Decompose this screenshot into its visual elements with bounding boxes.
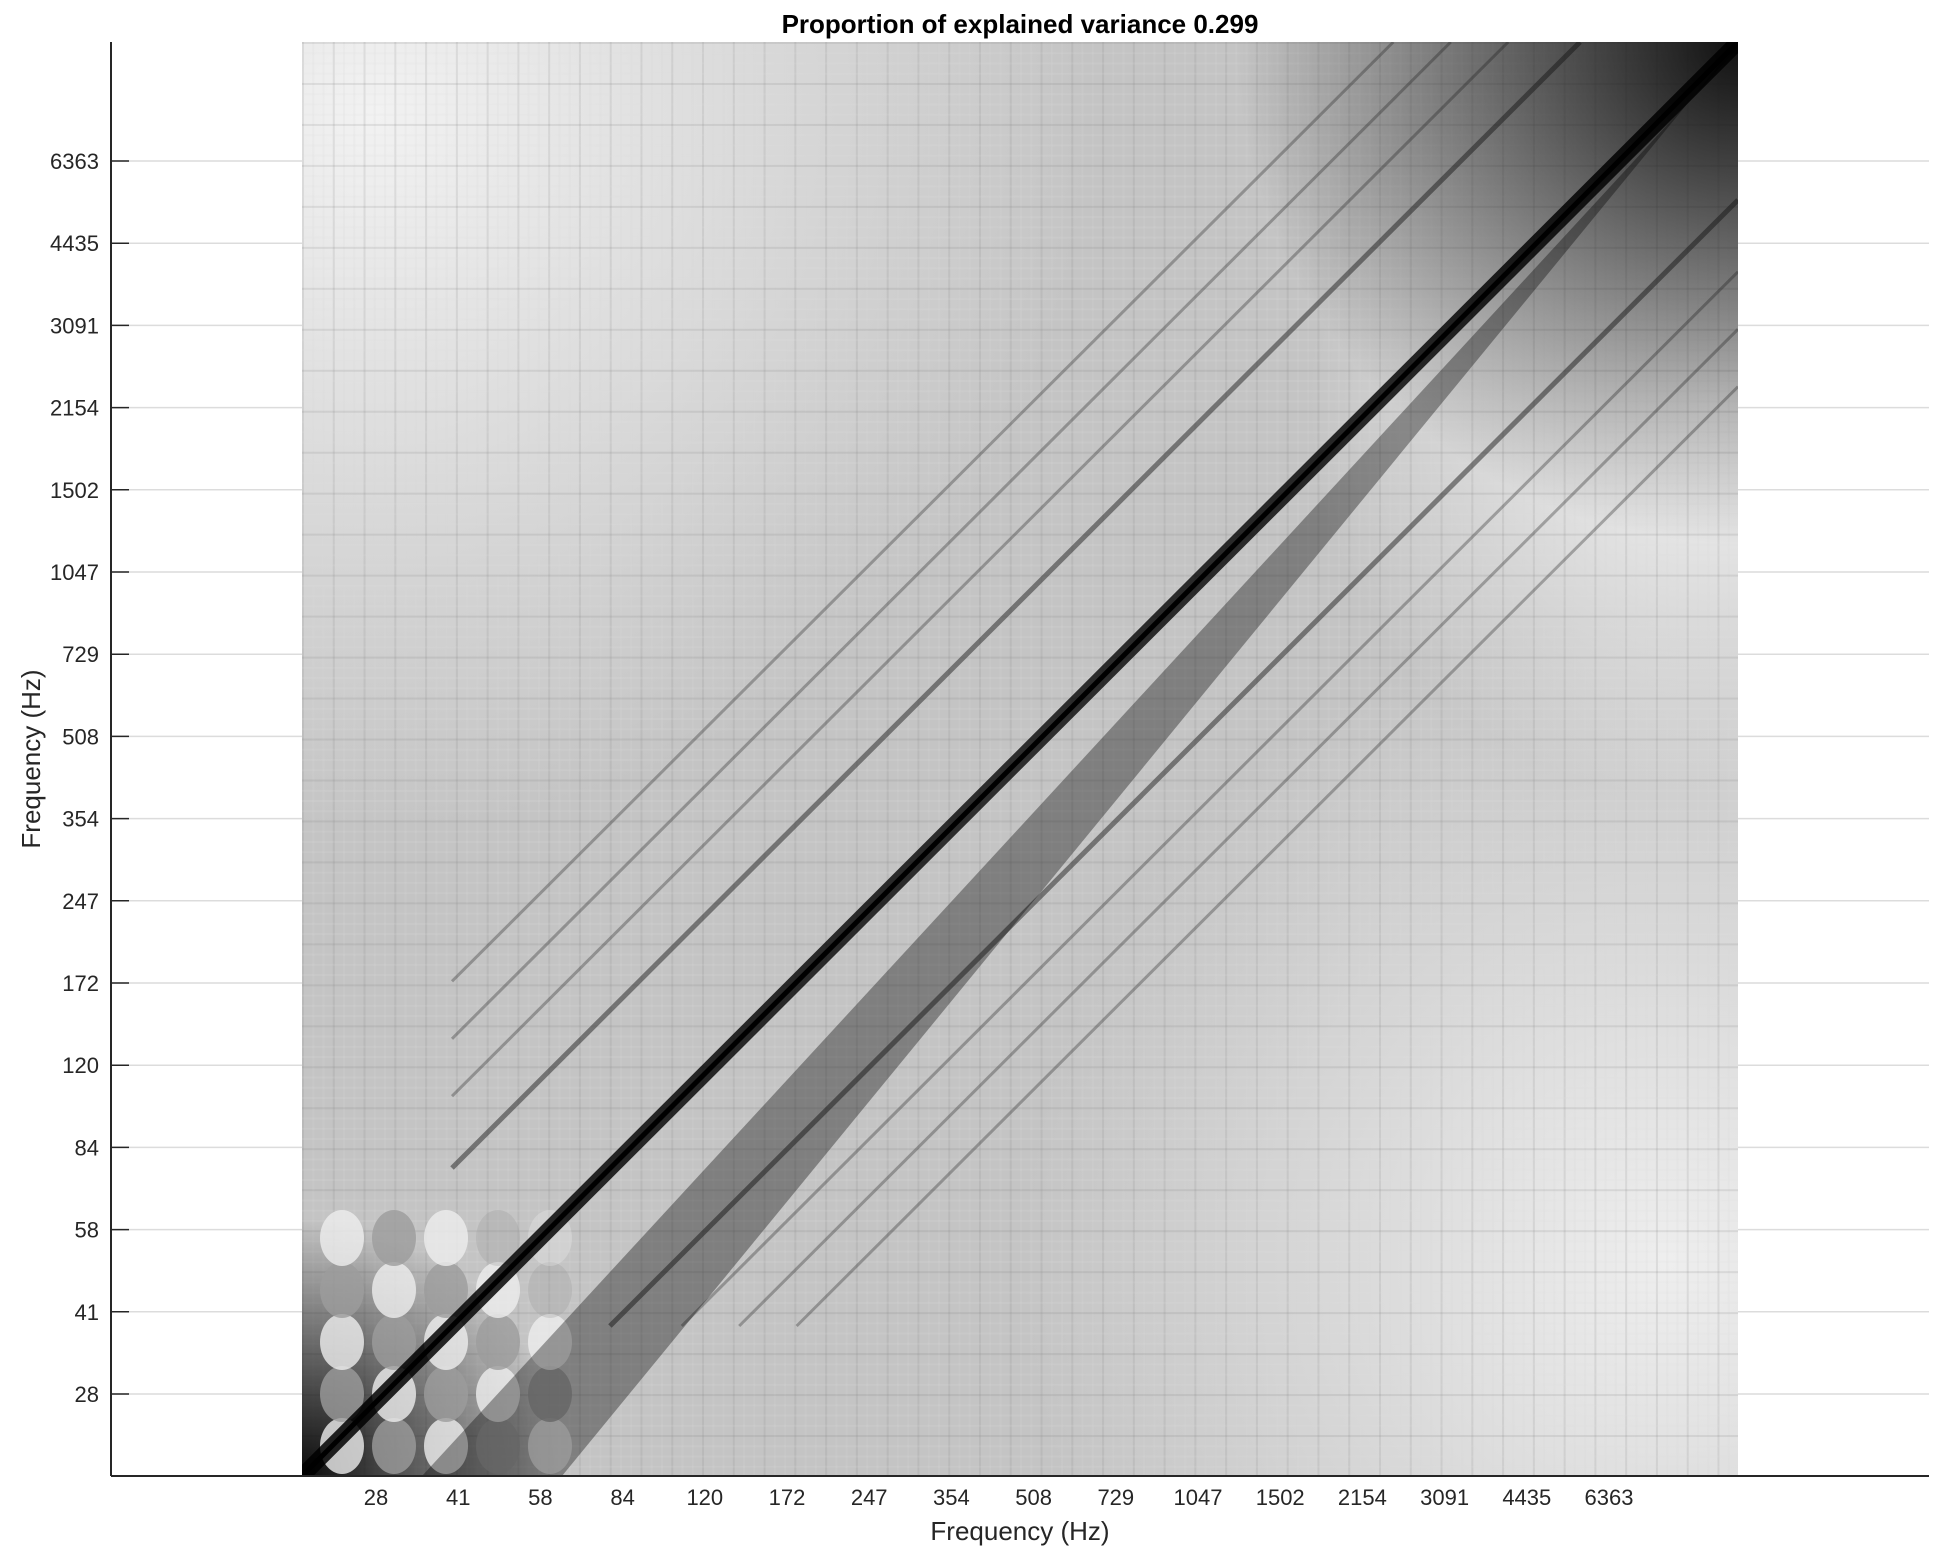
y-tick-label: 41	[75, 1300, 99, 1325]
x-tick-label: 28	[364, 1485, 388, 1510]
y-tick-label: 120	[62, 1053, 99, 1078]
y-axis-ticks: 28 41 58 84 120 172 247 354 508 729 1047 1502 2154 30…	[50, 149, 129, 1407]
y-axis-label: Frequency (Hz)	[16, 669, 46, 848]
y-tick-label: 84	[75, 1135, 99, 1160]
x-tick-label: 120	[686, 1485, 723, 1510]
x-tick-label: 4435	[1502, 1485, 1551, 1510]
x-tick-label: 354	[933, 1485, 970, 1510]
x-tick-label: 58	[528, 1485, 552, 1510]
y-tick-label: 247	[62, 889, 99, 914]
y-tick-label: 172	[62, 971, 99, 996]
x-tick-label: 3091	[1420, 1485, 1469, 1510]
x-tick-label: 729	[1097, 1485, 1134, 1510]
y-tick-label: 729	[62, 642, 99, 667]
heatmap-image	[302, 42, 1738, 1476]
x-tick-label: 1502	[1256, 1485, 1305, 1510]
y-tick-label: 4435	[50, 231, 99, 256]
y-tick-label: 1502	[50, 478, 99, 503]
y-tick-label: 2154	[50, 396, 99, 421]
y-tick-label: 508	[62, 724, 99, 749]
x-tick-label: 41	[446, 1485, 470, 1510]
y-tick-label: 1047	[50, 560, 99, 585]
x-tick-label: 247	[851, 1485, 888, 1510]
x-axis-label: Frequency (Hz)	[930, 1516, 1109, 1546]
x-tick-label: 508	[1015, 1485, 1052, 1510]
y-tick-label: 58	[75, 1218, 99, 1243]
x-tick-label: 172	[769, 1485, 806, 1510]
y-tick-label: 354	[62, 807, 99, 832]
y-tick-label: 3091	[50, 313, 99, 338]
x-tick-label: 84	[610, 1485, 634, 1510]
y-tick-label: 6363	[50, 149, 99, 174]
chart-title: Proportion of explained variance 0.299	[782, 9, 1259, 39]
x-tick-label: 6363	[1585, 1485, 1634, 1510]
x-tick-label: 2154	[1338, 1485, 1387, 1510]
x-axis-ticks: 28 41 58 84 120 172 247 354 508 729 1047 1502 2154 30…	[364, 1485, 1634, 1510]
x-tick-label: 1047	[1174, 1485, 1223, 1510]
y-tick-label: 28	[75, 1382, 99, 1407]
